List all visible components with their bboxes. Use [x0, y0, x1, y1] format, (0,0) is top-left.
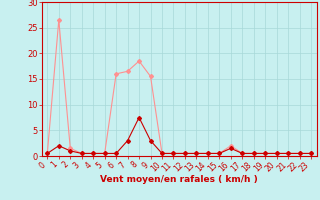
X-axis label: Vent moyen/en rafales ( km/h ): Vent moyen/en rafales ( km/h ) — [100, 175, 258, 184]
